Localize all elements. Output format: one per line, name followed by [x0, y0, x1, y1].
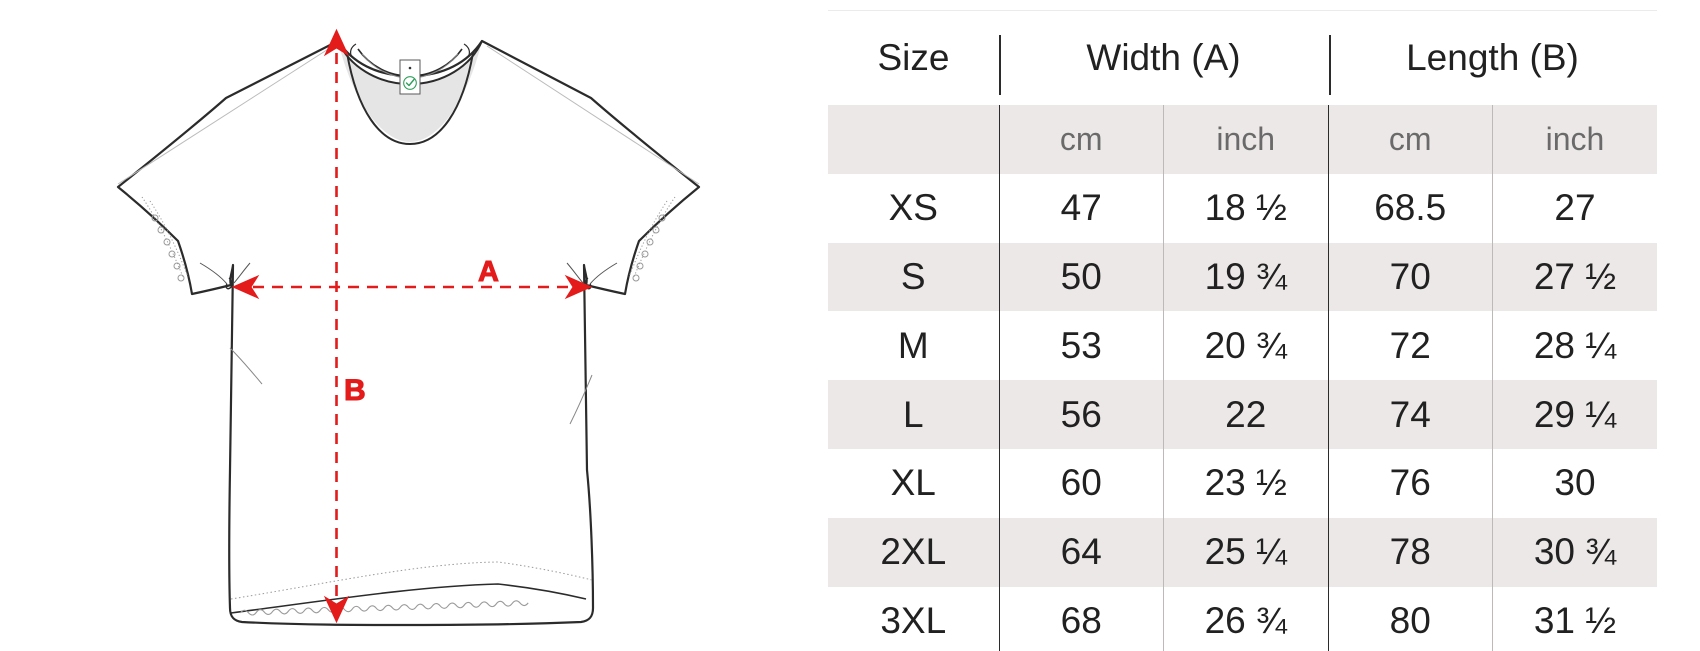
- svg-text:B: B: [344, 374, 366, 407]
- svg-text:A: A: [478, 256, 499, 288]
